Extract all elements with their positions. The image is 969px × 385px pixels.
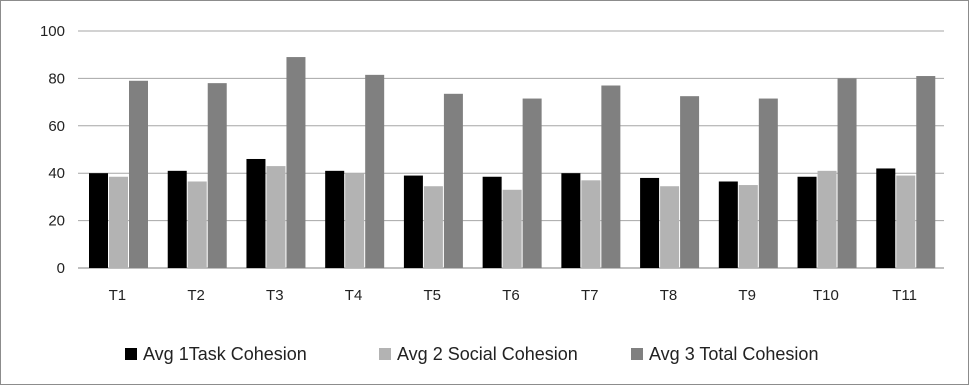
legend-label: Avg 1Task Cohesion [143, 344, 307, 364]
x-tick-label: T2 [187, 287, 205, 304]
y-tick-label: 60 [48, 118, 65, 135]
bar-T3-series-2 [266, 166, 286, 268]
x-tick-label: T9 [738, 287, 756, 304]
bars [89, 57, 936, 269]
x-tick-label: T6 [502, 287, 520, 304]
bar-T6-series-2 [502, 189, 522, 268]
bar-T2-series-1 [167, 170, 187, 268]
bar-T10-series-1 [797, 176, 817, 268]
bar-T7-series-2 [581, 180, 601, 268]
y-tick-label: 40 [48, 165, 65, 182]
bar-T9-series-2 [738, 185, 758, 268]
x-tick-label: T4 [345, 287, 363, 304]
bar-T10-series-2 [817, 170, 837, 268]
x-tick-label: T1 [109, 287, 127, 304]
bar-T9-series-1 [718, 181, 738, 268]
x-tick-label: T7 [581, 287, 599, 304]
bar-T7-series-1 [561, 173, 581, 268]
bar-T6-series-1 [482, 176, 502, 268]
bar-T4-series-1 [325, 170, 345, 268]
x-tick-label: T8 [660, 287, 678, 304]
x-axis-ticks: T1 T2 T3 T4 T5 T6 T7 T8 T9 T10 T11 [109, 287, 917, 304]
x-tick-label: T10 [813, 287, 839, 304]
legend-swatch [631, 348, 643, 360]
bar-T7-series-3 [601, 85, 621, 268]
legend-label: Avg 2 Social Cohesion [397, 344, 578, 364]
x-tick-label: T3 [266, 287, 284, 304]
bar-T8-series-3 [680, 96, 700, 268]
bar-T1-series-1 [89, 173, 108, 268]
bar-T4-series-3 [365, 74, 385, 268]
bar-T5-series-1 [403, 175, 423, 268]
bar-T8-series-2 [660, 186, 680, 268]
bar-T10-series-3 [837, 78, 857, 269]
bar-T3-series-3 [286, 57, 306, 268]
x-tick-label: T11 [892, 287, 917, 304]
bar-T2-series-2 [187, 181, 207, 268]
y-axis-ticks: 0 20 40 60 80 100 [40, 23, 65, 277]
legend-swatch [125, 348, 137, 360]
bar-T1-series-2 [109, 176, 128, 268]
legend-label: Avg 3 Total Cohesion [649, 344, 818, 364]
bar-T5-series-2 [423, 186, 443, 268]
legend-swatch [379, 348, 391, 360]
x-tick-label: T5 [424, 287, 442, 304]
legend: Avg 1Task Cohesion Avg 2 Social Cohesion A… [125, 344, 818, 364]
bar-T4-series-2 [345, 173, 365, 268]
bar-T3-series-1 [246, 158, 266, 268]
bar-T6-series-3 [522, 98, 542, 268]
bar-T2-series-3 [207, 83, 227, 268]
bar-T11-series-2 [896, 175, 916, 268]
bar-T11-series-1 [876, 168, 896, 268]
bar-T11-series-3 [916, 76, 936, 268]
y-tick-label: 100 [40, 23, 65, 40]
y-tick-label: 20 [48, 213, 65, 230]
bar-T1-series-3 [129, 80, 148, 269]
bar-T5-series-3 [443, 93, 463, 269]
bar-T9-series-3 [758, 98, 778, 268]
y-tick-label: 0 [57, 260, 65, 277]
bar-T8-series-1 [640, 177, 660, 268]
y-tick-label: 80 [48, 70, 65, 87]
